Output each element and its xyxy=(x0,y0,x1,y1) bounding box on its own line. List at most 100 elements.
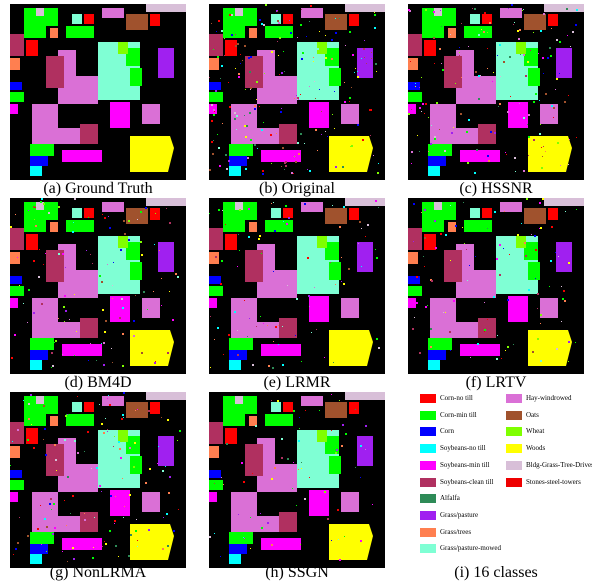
misclassified-pixels xyxy=(412,198,577,362)
legend-item: Grass/pasture xyxy=(420,510,478,521)
map-region-soy_notill xyxy=(229,166,241,176)
legend-swatch xyxy=(506,477,522,487)
legend-label: Grass/pasture xyxy=(440,510,479,519)
map-region-grass_trees xyxy=(408,252,418,264)
legend-item: Soybeans-no till xyxy=(420,443,486,454)
map-region-bldg xyxy=(36,202,44,210)
map-region-hay xyxy=(142,492,160,512)
classification-map xyxy=(408,198,584,370)
map-region-bldg xyxy=(36,396,44,404)
map-region-corn_min xyxy=(130,456,142,474)
legend-item: Wheat xyxy=(506,426,544,437)
map-region-hay xyxy=(231,492,279,532)
map-region-grass_mowed xyxy=(271,402,281,412)
classification-map xyxy=(10,198,186,370)
map-region-soy_clean xyxy=(279,318,297,338)
panel-bm4d xyxy=(10,198,186,374)
map-region-corn_min xyxy=(329,68,341,86)
map-region-hay xyxy=(500,202,522,212)
map-region-hay xyxy=(231,104,279,144)
caption-b: (b) Original xyxy=(259,180,335,197)
map-region-corn_notill xyxy=(548,208,558,220)
map-region-soy_min xyxy=(408,298,416,308)
map-region-soy_clean xyxy=(478,124,496,144)
map-region-hay xyxy=(257,244,297,298)
map-region-soy_clean xyxy=(46,250,64,282)
map-region-soy_min xyxy=(261,538,301,550)
misclassified-pixels xyxy=(209,200,380,369)
map-region-soy_min xyxy=(10,492,18,502)
map-region-soy_notill xyxy=(428,360,440,370)
map-region-corn_min xyxy=(464,220,492,232)
map-region-corn_min xyxy=(524,242,538,260)
map-region-hay xyxy=(58,50,98,104)
map-region-grass_pasture xyxy=(158,436,174,466)
classification-map xyxy=(10,392,186,564)
legend-label: Woods xyxy=(526,444,546,453)
map-region-corn_min xyxy=(408,286,422,296)
map-region-bldg xyxy=(434,8,442,16)
map-region-grass_trees xyxy=(50,416,58,426)
map-region-oats xyxy=(524,208,546,224)
caption-h: (h) SSGN xyxy=(265,564,329,581)
map-region-corn xyxy=(408,276,420,284)
panel-original xyxy=(209,4,385,180)
map-region-grass_pasture xyxy=(357,48,373,78)
map-region-corn_min xyxy=(209,286,223,296)
legend-item: Corn xyxy=(420,426,454,437)
map-region-soy_clean xyxy=(279,124,297,144)
misclassified-pixels xyxy=(10,392,181,562)
map-region-grass_pasture xyxy=(357,436,373,466)
map-region-hay xyxy=(32,104,80,144)
map-region-grass_trees xyxy=(50,222,58,232)
misclassified-pixels xyxy=(209,4,379,175)
map-region-corn_notill xyxy=(26,234,38,250)
map-region-corn xyxy=(229,156,247,166)
map-region-woods xyxy=(528,136,572,172)
map-region-grass_trees xyxy=(249,28,257,38)
map-region-wheat xyxy=(118,236,128,248)
map-region-bldg xyxy=(36,8,44,16)
map-region-bldg xyxy=(146,4,186,12)
legend-swatch xyxy=(506,444,522,454)
map-region-corn xyxy=(229,544,247,554)
map-region-corn_notill xyxy=(225,40,237,56)
panel-ssgn xyxy=(209,392,385,568)
map-region-soy_min xyxy=(508,296,528,322)
legend-swatch xyxy=(420,410,436,420)
map-region-corn_min xyxy=(229,532,253,544)
legend-swatch xyxy=(506,427,522,437)
map-region-soy_min xyxy=(62,150,102,162)
map-region-grass_mowed xyxy=(470,14,480,24)
map-region-soy_notill xyxy=(229,554,241,564)
legend-swatch xyxy=(420,494,436,504)
map-region-soy_min xyxy=(261,150,301,162)
map-region-bldg xyxy=(345,198,385,206)
map-region-corn_notill xyxy=(225,428,237,444)
map-region-corn_notill xyxy=(150,14,160,26)
map-region-corn_min xyxy=(24,202,58,232)
map-region-soy_clean xyxy=(209,422,223,444)
map-region-corn_notill xyxy=(482,208,492,218)
map-region-grass_trees xyxy=(50,28,58,38)
map-region-corn xyxy=(209,82,221,90)
map-region-soy_min xyxy=(209,298,217,308)
map-region-grass_trees xyxy=(249,416,257,426)
map-region-soy_min xyxy=(460,344,500,356)
map-region-grass_mowed xyxy=(470,208,480,218)
legend-item: Soybeans-min till xyxy=(420,460,490,471)
map-region-corn_notill xyxy=(424,40,436,56)
legend-swatch xyxy=(420,510,436,520)
caption-e: (e) LRMR xyxy=(263,374,331,391)
map-region-grass_mowed xyxy=(72,208,82,218)
map-region-hay xyxy=(341,104,359,124)
map-region-hay xyxy=(102,396,124,406)
map-region-corn xyxy=(209,470,221,478)
map-region-grass_pasture xyxy=(556,242,572,272)
map-region-grass_mowed xyxy=(271,14,281,24)
map-region-oats xyxy=(126,14,148,30)
map-region-corn xyxy=(10,276,22,284)
map-region-woods xyxy=(329,524,373,560)
map-region-oats xyxy=(325,208,347,224)
map-region-hay xyxy=(58,244,98,298)
